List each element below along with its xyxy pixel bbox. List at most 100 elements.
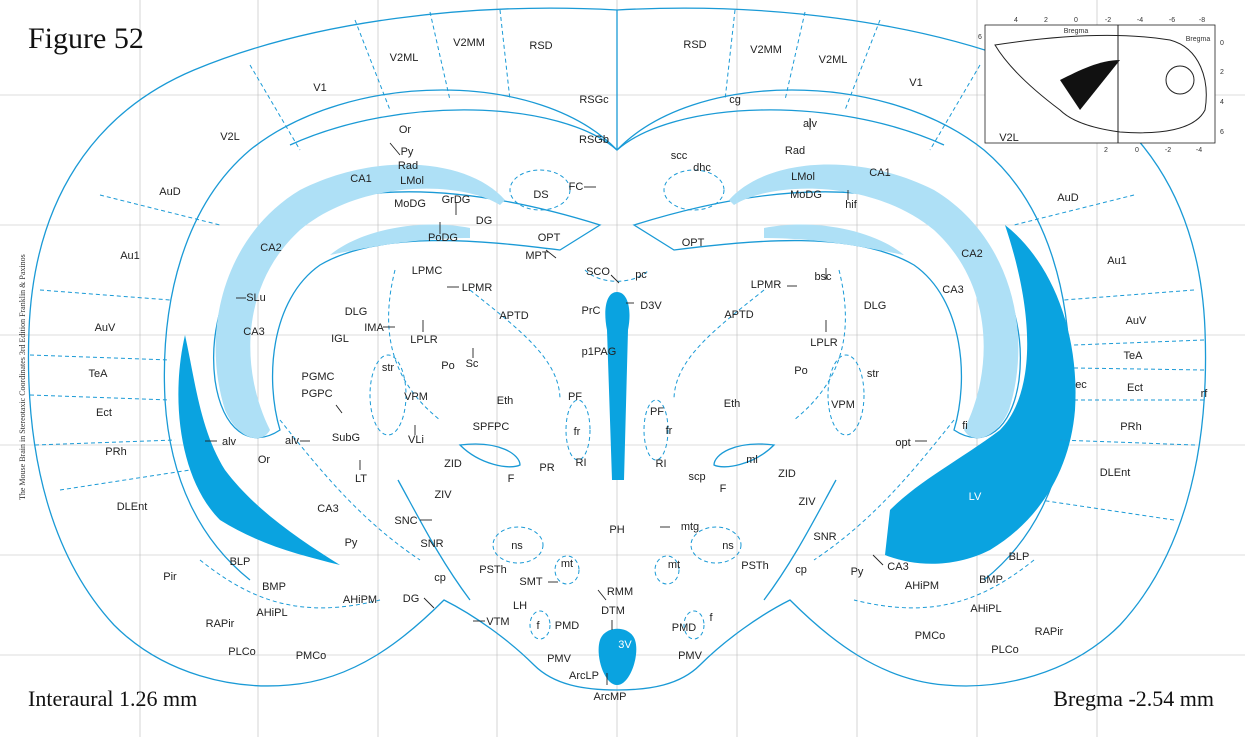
label-SNR: SNR [420,538,443,550]
label-SCO: SCO [586,266,610,278]
label-PoDG: PoDG [428,232,458,244]
label-CA3: CA3 [243,326,264,338]
inset-tick: 2 [1220,69,1224,76]
bregma-inset: Bregma Bregma 4 2 0 -2 -4 -6 -8 2 0 -2 -… [978,17,1224,154]
label-V2L-right: V2L [999,132,1019,144]
inset-tick: 6 [978,34,982,41]
side-credit: The Mouse Brain in Stereotaxic Coordinat… [18,254,27,500]
label-scc: scc [671,150,688,162]
label-V2ML-right: V2ML [819,54,848,66]
label-Or: Or [399,124,412,136]
inset-tick: 2 [1104,147,1108,154]
label-AuV-right: AuV [1126,315,1147,327]
label-CA1: CA1 [350,173,371,185]
label-MoDG: MoDG [394,198,426,210]
label-PMD: PMD [555,620,580,632]
white-matter-right [729,164,1019,439]
label-RAPir-right: RAPir [1035,626,1064,638]
label-DLG-right: DLG [864,300,887,312]
region-labels: V1 V2L V2ML V2MM RSD RSGc RSGb RSD V2MM … [89,37,1209,703]
label-BMP: BMP [262,581,286,593]
dentate-right [764,224,904,255]
label-opt: opt [895,437,910,449]
inset-tick: -2 [1105,17,1111,24]
label-CA3-lower-right: CA3 [887,561,908,573]
label-alv-lateral: alv [222,436,237,448]
label-AHiPL-right: AHiPL [970,603,1001,615]
label-CA2-right: CA2 [961,248,982,260]
label-RSGb: RSGb [579,134,609,146]
label-alv-top: alv [803,118,818,130]
label-PSTh: PSTh [479,564,507,576]
label-Rad-right: Rad [785,145,805,157]
label-ec: ec [1075,379,1087,391]
label-RSD-right: RSD [683,39,706,51]
label-CA1-right: CA1 [869,167,890,179]
inset-tick: 4 [1014,17,1018,24]
label-Sc: Sc [466,358,479,370]
label-DS: DS [533,189,548,201]
label-scp: scp [688,471,705,483]
label-Au1-right: Au1 [1107,255,1127,267]
white-matter-left [215,164,505,439]
label-Pir: Pir [163,571,177,583]
label-SMT: SMT [519,576,543,588]
label-DG: DG [476,215,493,227]
third-ventricle [605,292,630,480]
label-rf: rf [1201,388,1209,400]
label-fi: fi [962,420,968,432]
label-LPLR-right: LPLR [810,337,838,349]
label-LV: LV [969,491,982,503]
label-mtg: mtg [681,521,699,533]
inset-bregma-label: Bregma [1064,28,1089,35]
label-V2MM: V2MM [453,37,485,49]
brain-outline [27,7,1207,691]
label-V1: V1 [313,82,326,94]
label-fr-right: fr [666,425,673,437]
lateral-ventricle-right [885,225,1076,564]
label-PLCo-right: PLCo [991,644,1019,656]
dentate-left [330,224,470,255]
label-Rad: Rad [398,160,418,172]
label-Ect-right: Ect [1127,382,1143,394]
label-PRh-right: PRh [1120,421,1141,433]
label-TeA-right: TeA [1124,350,1144,362]
label-PSTh-right: PSTh [741,560,769,572]
label-LT: LT [355,473,367,485]
label-PR: PR [539,462,554,474]
label-Po-right: Po [794,365,807,377]
label-PMCo: PMCo [296,650,327,662]
label-DLEnt: DLEnt [117,501,148,513]
label-RSD: RSD [529,40,552,52]
label-hif: hif [845,199,858,211]
label-VTM: VTM [486,616,509,628]
label-fr: fr [574,426,581,438]
label-f-right: f [709,612,713,624]
label-LMol: LMol [400,175,424,187]
label-alv: alv [285,435,300,447]
bregma-coordinate: Bregma -2.54 mm [1053,686,1214,711]
label-SNR-right: SNR [813,531,836,543]
label-VPM-right: VPM [831,399,855,411]
label-ml: ml [746,454,758,466]
inset-tick: -2 [1165,147,1171,154]
label-cg: cg [729,94,741,106]
label-TeA: TeA [89,368,109,380]
label-PLCo: PLCo [228,646,256,658]
label-ZIV-right: ZIV [798,496,816,508]
label-BLP-right: BLP [1009,551,1030,563]
label-SNC: SNC [394,515,417,527]
label-AuD-right: AuD [1057,192,1078,204]
label-pointers [205,118,927,685]
label-Po: Po [441,360,454,372]
third-ventricle-lower [598,628,637,685]
label-LMol-right: LMol [791,171,815,183]
label-PGMC: PGMC [302,371,335,383]
label-AuD: AuD [159,186,180,198]
label-LPMR-right: LPMR [751,279,782,291]
label-F-right: F [720,483,727,495]
label-PMCo-right: PMCo [915,630,946,642]
label-VLi: VLi [408,434,424,446]
label-RI-right: RI [656,458,667,470]
region-borders [29,9,1205,640]
